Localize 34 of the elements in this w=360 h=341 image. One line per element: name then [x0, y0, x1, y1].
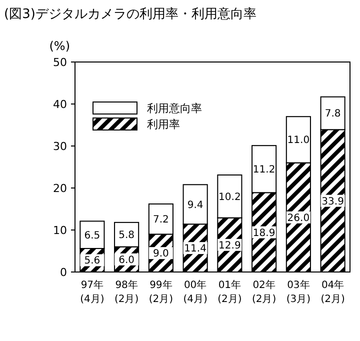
- data-label: 6.0: [118, 254, 135, 266]
- y-tick-label: 40: [53, 98, 67, 111]
- data-label: 18.9: [252, 228, 276, 239]
- data-label: 7.8: [324, 108, 341, 120]
- x-tick-label: 02年 (2月): [252, 279, 276, 305]
- y-axis-title: (%): [49, 39, 70, 53]
- data-label: 9.0: [152, 248, 169, 260]
- data-label: 7.2: [152, 214, 169, 226]
- legend-label: 利用率: [147, 118, 180, 131]
- data-label: 11.4: [184, 244, 206, 255]
- x-tick-label: 98年 (2月): [114, 279, 139, 305]
- legend-label: 利用意向率: [147, 102, 202, 115]
- data-label: 33.9: [322, 196, 344, 208]
- x-tick-label: 04年 (2月): [320, 279, 345, 305]
- chart-title: (図3)デジタルカメラの利用率・利用意向率: [4, 6, 256, 22]
- data-label: 26.0: [287, 212, 310, 224]
- data-label: 10.2: [218, 192, 241, 203]
- data-label: 11.0: [287, 135, 310, 146]
- y-tick-label: 0: [60, 266, 67, 279]
- x-tick-label: 97年 (4月): [80, 279, 104, 305]
- x-tick-label: 01年 (2月): [218, 279, 242, 305]
- data-label: 5.8: [118, 230, 135, 242]
- y-tick-label: 50: [53, 56, 67, 69]
- y-tick-label: 10: [53, 224, 67, 237]
- y-tick-label: 20: [53, 182, 67, 195]
- data-label: 12.9: [218, 240, 241, 252]
- x-tick-label: 99年 (2月): [148, 279, 174, 305]
- data-label: 6.5: [84, 230, 100, 242]
- data-label: 9.4: [187, 200, 204, 211]
- x-tick-label: 03年 (3月): [286, 279, 311, 305]
- y-tick-label: 30: [53, 140, 67, 153]
- data-label: 5.6: [84, 256, 100, 267]
- data-label: 11.2: [252, 164, 276, 176]
- x-tick-label: 00年 (4月): [183, 279, 208, 305]
